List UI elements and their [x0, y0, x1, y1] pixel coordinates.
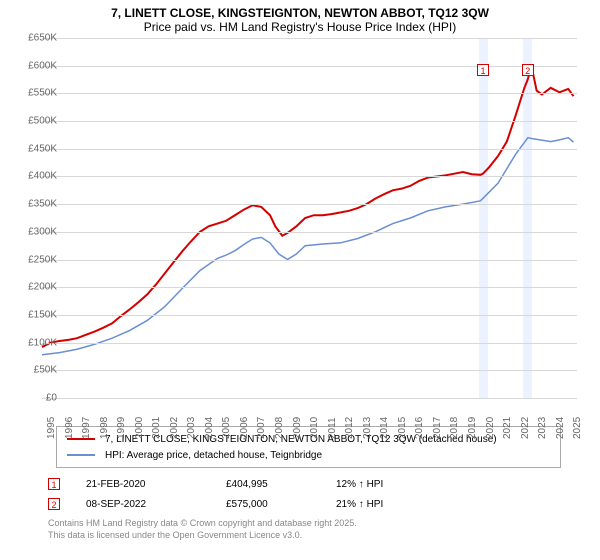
sale-marker-box: 2: [48, 498, 60, 510]
gridline: [42, 315, 577, 316]
sale-row: 1 21-FEB-2020£404,99512% ↑ HPI: [48, 474, 600, 494]
x-tick-label: 2005: [221, 417, 232, 439]
y-tick-label: £200K: [19, 282, 57, 293]
x-tick-label: 2004: [204, 417, 215, 439]
x-tick-label: 2006: [239, 417, 250, 439]
y-tick-label: £100K: [19, 337, 57, 348]
y-tick-label: £600K: [19, 60, 57, 71]
legend-text: HPI: Average price, detached house, Teig…: [105, 450, 322, 461]
gridline: [42, 370, 577, 371]
gridline: [42, 176, 577, 177]
x-tick-label: 2008: [274, 417, 285, 439]
legend-swatch: [67, 454, 95, 456]
gridline: [42, 66, 577, 67]
y-tick-label: £300K: [19, 226, 57, 237]
x-tick-label: 2011: [327, 417, 338, 439]
title-line-2: Price paid vs. HM Land Registry's House …: [0, 20, 600, 38]
x-tick-label: 2003: [186, 417, 197, 439]
sale-marker: 2: [522, 64, 534, 76]
x-tick-label: 2014: [379, 417, 390, 439]
gridline: [42, 343, 577, 344]
gridline: [42, 149, 577, 150]
x-tick-label: 2012: [344, 417, 355, 439]
x-tick-label: 2018: [449, 417, 460, 439]
x-tick-label: 2000: [134, 417, 145, 439]
x-tick-label: 1996: [64, 417, 75, 439]
plot-svg: [42, 38, 577, 398]
legend-row: HPI: Average price, detached house, Teig…: [67, 447, 550, 463]
series-line: [42, 66, 573, 347]
sale-date: 08-SEP-2022: [86, 499, 226, 510]
x-tick-label: 2015: [397, 417, 408, 439]
gridline: [42, 38, 577, 39]
y-tick-label: £450K: [19, 143, 57, 154]
gridline: [42, 204, 577, 205]
footer-line-2: This data is licensed under the Open Gov…: [48, 530, 600, 542]
title-line-1: 7, LINETT CLOSE, KINGSTEIGNTON, NEWTON A…: [0, 0, 600, 20]
y-tick-label: £350K: [19, 199, 57, 210]
sale-row: 2 08-SEP-2022£575,00021% ↑ HPI: [48, 494, 600, 514]
sale-marker-box: 1: [48, 478, 60, 490]
x-tick-label: 1997: [81, 417, 92, 439]
gridline: [42, 398, 577, 399]
footer: Contains HM Land Registry data © Crown c…: [48, 518, 600, 541]
gridline: [42, 260, 577, 261]
y-tick-label: £150K: [19, 309, 57, 320]
sale-price: £575,000: [226, 499, 336, 510]
x-tick-label: 2021: [502, 417, 513, 439]
x-tick-label: 2016: [414, 417, 425, 439]
y-tick-label: £50K: [19, 365, 57, 376]
sale-date: 21-FEB-2020: [86, 479, 226, 490]
x-tick-label: 1995: [46, 417, 57, 439]
x-tick-label: 2023: [537, 417, 548, 439]
x-tick-label: 2002: [169, 417, 180, 439]
y-tick-label: £0: [19, 393, 57, 404]
x-tick-label: 2020: [485, 417, 496, 439]
x-tick-label: 2001: [151, 417, 162, 439]
x-tick-label: 1999: [116, 417, 127, 439]
footer-line-1: Contains HM Land Registry data © Crown c…: [48, 518, 600, 530]
chart: £0£50K£100K£150K£200K£250K£300K£350K£400…: [42, 38, 597, 418]
x-tick-label: 2022: [520, 417, 531, 439]
gridline: [42, 121, 577, 122]
y-tick-label: £500K: [19, 116, 57, 127]
x-tick-label: 2024: [555, 417, 566, 439]
sale-pct: 21% ↑ HPI: [336, 499, 436, 510]
y-tick-label: £650K: [19, 33, 57, 44]
x-tick-label: 2017: [432, 417, 443, 439]
gridline: [42, 93, 577, 94]
y-tick-label: £550K: [19, 88, 57, 99]
y-tick-label: £250K: [19, 254, 57, 265]
gridline: [42, 287, 577, 288]
x-tick-label: 2007: [256, 417, 267, 439]
sales-table: 1 21-FEB-2020£404,99512% ↑ HPI 2 08-SEP-202…: [48, 474, 600, 514]
x-tick-label: 1998: [99, 417, 110, 439]
x-tick-label: 2009: [292, 417, 303, 439]
x-tick-label: 2019: [467, 417, 478, 439]
sale-price: £404,995: [226, 479, 336, 490]
x-tick-label: 2010: [309, 417, 320, 439]
y-tick-label: £400K: [19, 171, 57, 182]
gridline: [42, 232, 577, 233]
sale-marker: 1: [477, 64, 489, 76]
series-line: [42, 138, 573, 355]
x-tick-label: 2025: [572, 417, 583, 439]
x-tick-label: 2013: [362, 417, 373, 439]
sale-pct: 12% ↑ HPI: [336, 479, 436, 490]
